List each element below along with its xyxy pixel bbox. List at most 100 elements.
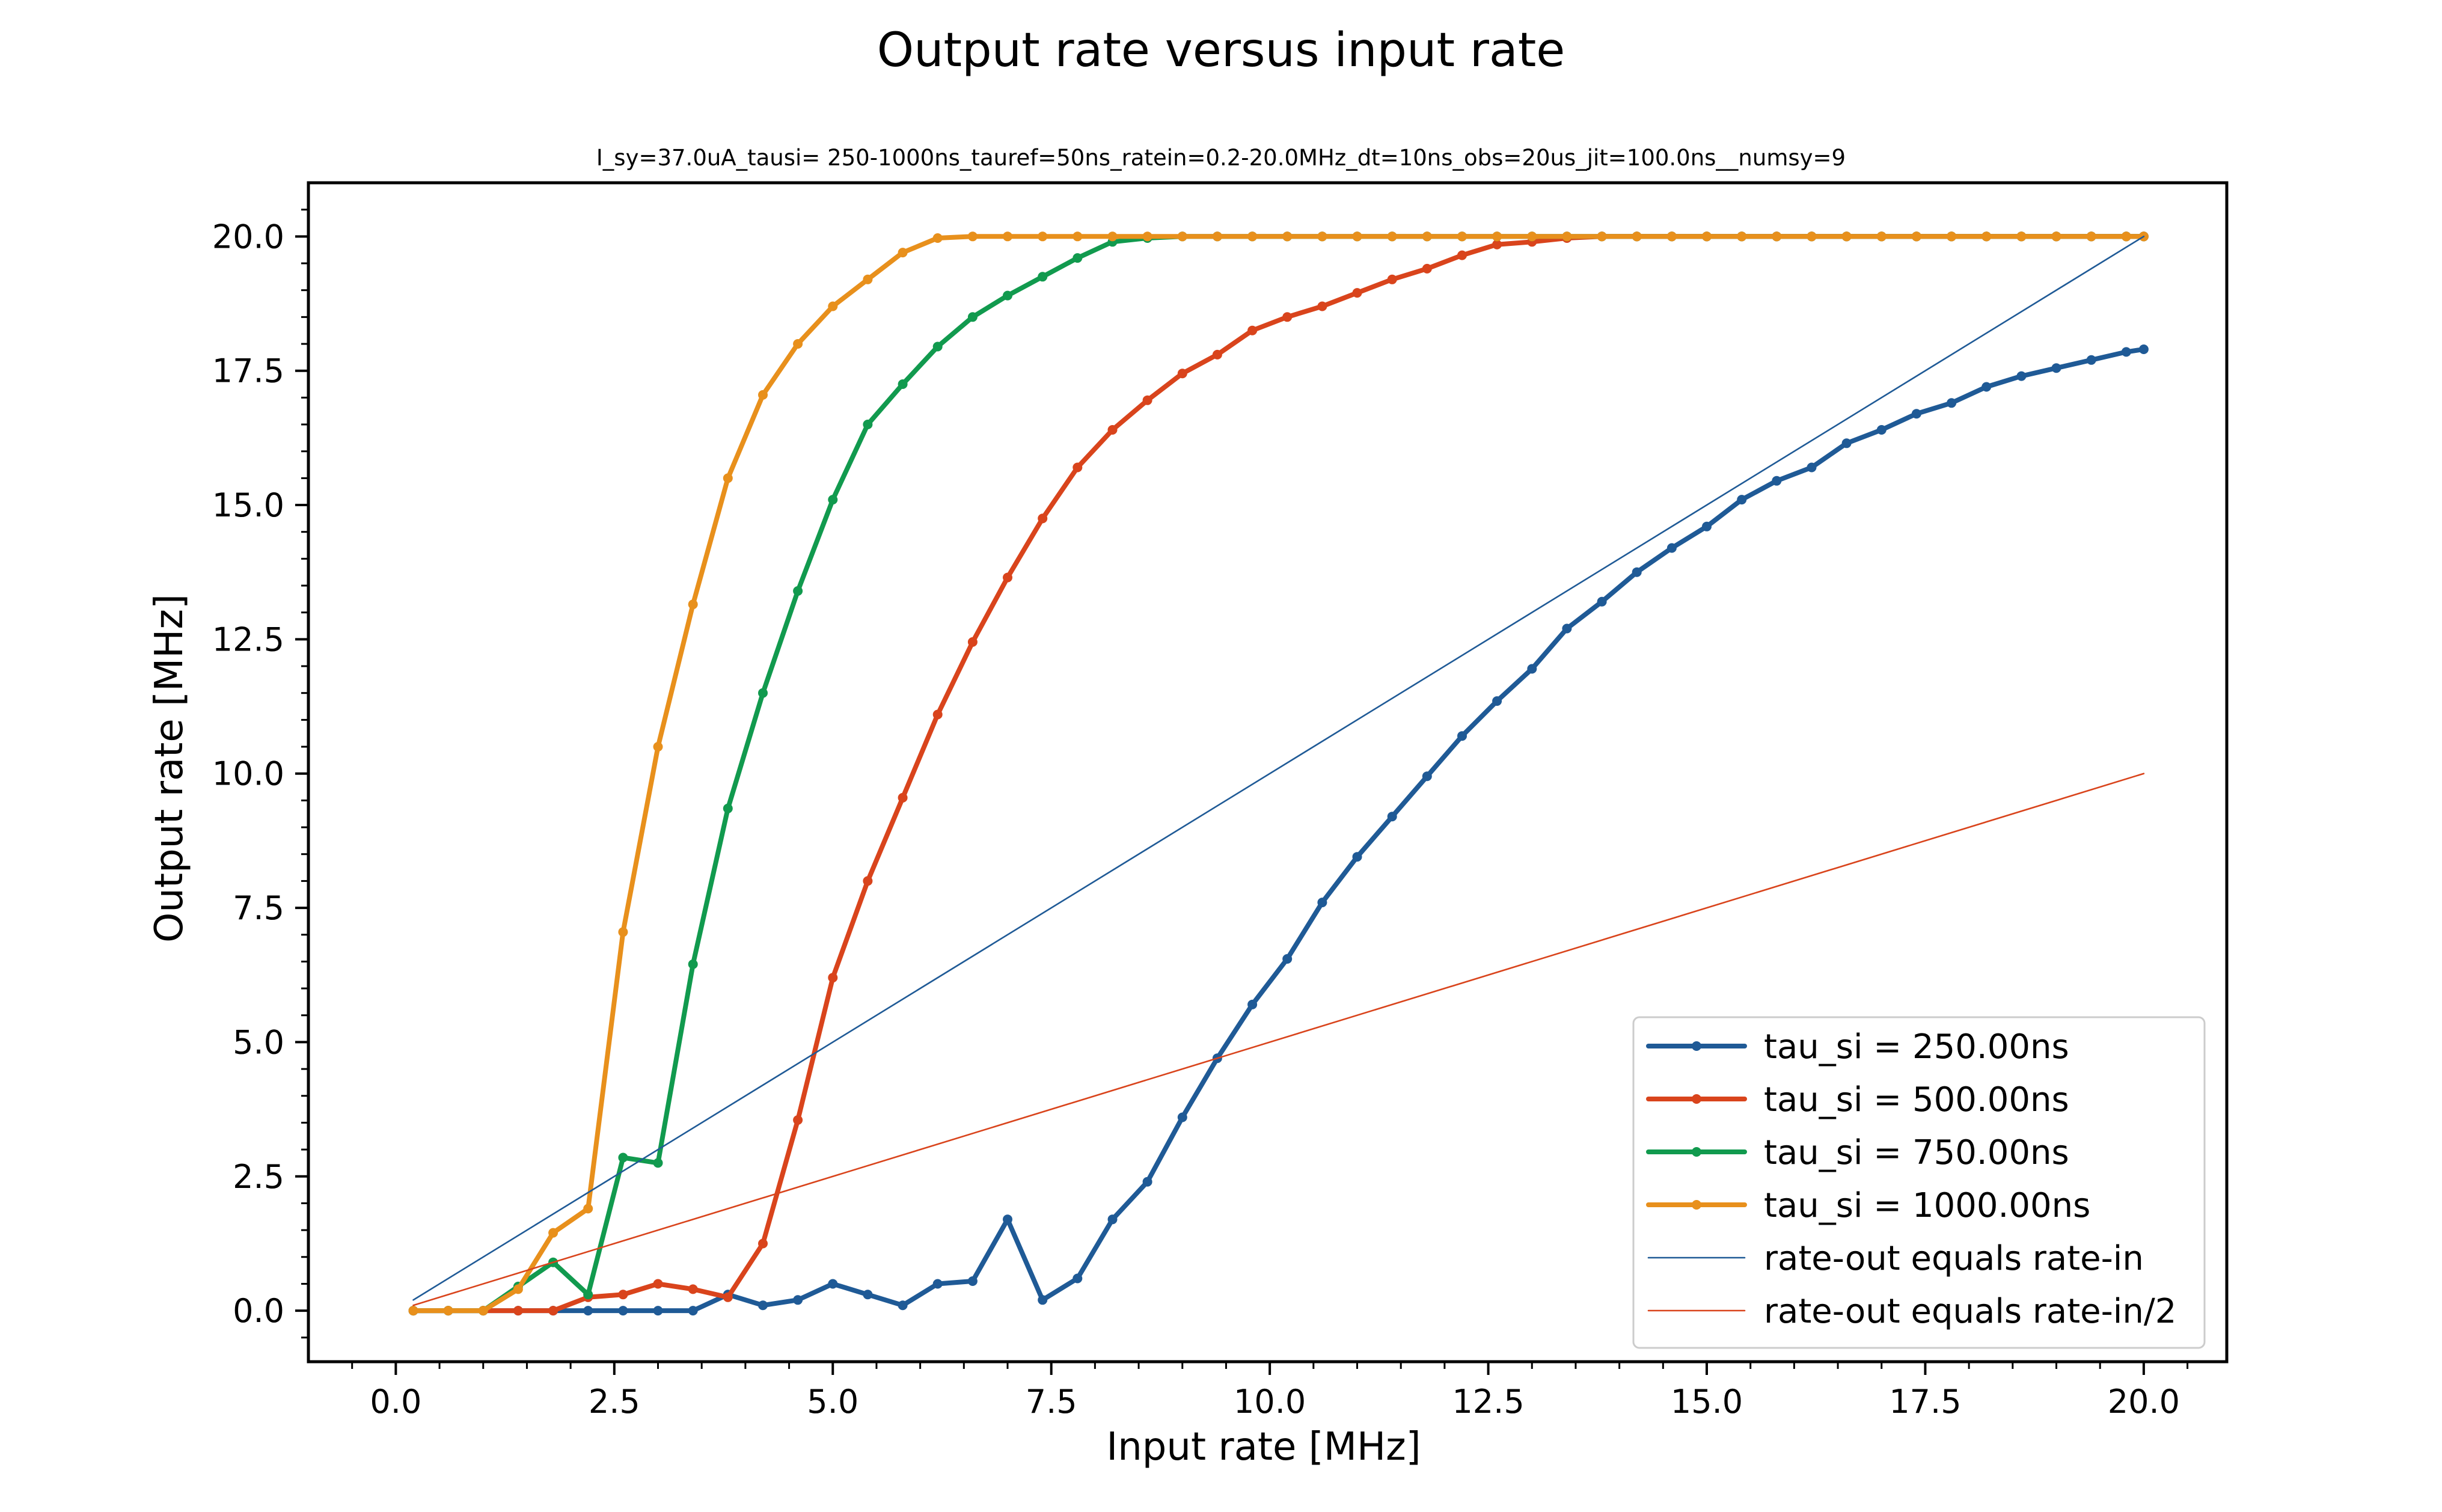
legend-label: tau_si = 1000.00ns [1764, 1186, 2090, 1225]
series-1-point [1317, 898, 1327, 908]
legend-label: rate-out equals rate-in/2 [1764, 1292, 2176, 1331]
series-2-point [1352, 288, 1362, 298]
legend-label: tau_si = 500.00ns [1764, 1080, 2069, 1119]
series-2-point [513, 1306, 523, 1316]
series-4-point [1003, 231, 1012, 242]
series-1-point [932, 1279, 943, 1289]
x-tick-label: 12.5 [1452, 1383, 1524, 1421]
series-4-point [793, 339, 803, 349]
series-6 [412, 773, 2145, 1306]
y-tick-label: 2.5 [233, 1158, 284, 1196]
x-tick-label: 2.5 [589, 1383, 640, 1421]
series-2-point [1003, 572, 1012, 583]
series-4-point [618, 927, 628, 937]
series-4-point [1212, 231, 1222, 242]
series-2-point [723, 1292, 733, 1302]
series-2-point [1247, 325, 1258, 335]
series-4-point [408, 1306, 418, 1316]
chart-subtitle: I_sy=37.0uA_tausi= 250-1000ns_tauref=50n… [596, 145, 1846, 171]
series-4-point [1981, 231, 1992, 242]
legend-entry: tau_si = 250.00ns [1646, 1027, 2069, 1067]
series-2-point [828, 973, 838, 983]
series-4-point [863, 274, 873, 284]
series-2-point [932, 709, 943, 720]
series-1-point [1247, 999, 1258, 1009]
series-2-point [688, 1284, 698, 1294]
series-line-6 [412, 773, 2145, 1306]
series-3-point [1003, 290, 1012, 301]
series-3-point [863, 420, 873, 429]
legend: tau_si = 250.00ns tau_si = 500.00ns tau_si… [1632, 1016, 2206, 1349]
series-1-point [1841, 438, 1852, 448]
series-4-point [1527, 231, 1537, 242]
series-1-point [1632, 567, 1642, 577]
y-tick-label: 20.0 [212, 218, 284, 256]
series-line-5 [412, 235, 2145, 1301]
series-1-point [1562, 623, 1572, 634]
series-4-point [1772, 231, 1782, 242]
series-1-point [1981, 382, 1992, 392]
series-4-point [1597, 231, 1607, 242]
series-1-point [2051, 363, 2061, 373]
series-2-point [1492, 239, 1502, 249]
series-1-point [863, 1290, 873, 1300]
series-1-point [653, 1306, 663, 1316]
series-4-point [1666, 231, 1677, 242]
legend-entry: tau_si = 1000.00ns [1646, 1186, 2090, 1225]
x-tick-label: 15.0 [1671, 1383, 1743, 1421]
series-4-point [1352, 231, 1362, 242]
x-tick-label: 10.0 [1234, 1383, 1306, 1421]
series-4-point [1073, 231, 1083, 242]
y-tick-label: 15.0 [212, 486, 284, 524]
series-3-point [583, 1290, 593, 1300]
y-tick-label: 12.5 [212, 620, 284, 658]
series-4-point [758, 390, 768, 400]
series-1-point [2086, 355, 2096, 365]
series-1-point [688, 1306, 698, 1316]
series-4-point [1038, 231, 1048, 242]
series-3-point [793, 586, 803, 596]
y-tick-label: 17.5 [212, 352, 284, 390]
chart-title: Output rate versus input rate [877, 23, 1565, 78]
series-2-point [1107, 425, 1118, 435]
series-4-point [1737, 231, 1747, 242]
series-2-point [618, 1290, 628, 1300]
series-4-point [1247, 231, 1258, 242]
series-3-point [758, 688, 768, 698]
series-3-point [618, 1152, 628, 1163]
series-4-point [1457, 231, 1467, 242]
series-1-point [898, 1300, 908, 1311]
y-tick-label: 7.5 [233, 889, 284, 927]
legend-entry: rate-out equals rate-in/2 [1647, 1292, 2176, 1331]
series-1 [408, 344, 2149, 1316]
series-4-point [723, 473, 733, 483]
series-5 [412, 235, 2145, 1301]
legend-box [1632, 1016, 2206, 1349]
series-1-point [1911, 409, 1921, 419]
series-1-point [1387, 812, 1397, 822]
series-4-point [548, 1228, 558, 1238]
series-2-point [793, 1115, 803, 1125]
series-4-point [1911, 231, 1921, 242]
series-4-point [1702, 231, 1712, 242]
legend-marker [1692, 1094, 1701, 1104]
series-1-point [828, 1279, 838, 1289]
series-4-point [1107, 231, 1118, 242]
series-2-point [1212, 349, 1222, 360]
legend-marker [1692, 1200, 1701, 1210]
series-1-point [1038, 1295, 1048, 1305]
series-1-point [1737, 495, 1747, 505]
series-4-point [1177, 231, 1187, 242]
plot-area [408, 231, 2149, 1316]
series-4-point [1841, 231, 1852, 242]
series-4-point [443, 1306, 453, 1316]
legend-entry: rate-out equals rate-in [1647, 1239, 2144, 1278]
x-tick-label: 17.5 [1889, 1383, 1961, 1421]
series-3-point [1038, 272, 1048, 282]
series-4-point [1282, 231, 1293, 242]
series-2-point [1422, 263, 1432, 274]
series-1-point [1492, 696, 1502, 706]
series-1-point [758, 1300, 768, 1311]
series-2-point [758, 1238, 768, 1249]
